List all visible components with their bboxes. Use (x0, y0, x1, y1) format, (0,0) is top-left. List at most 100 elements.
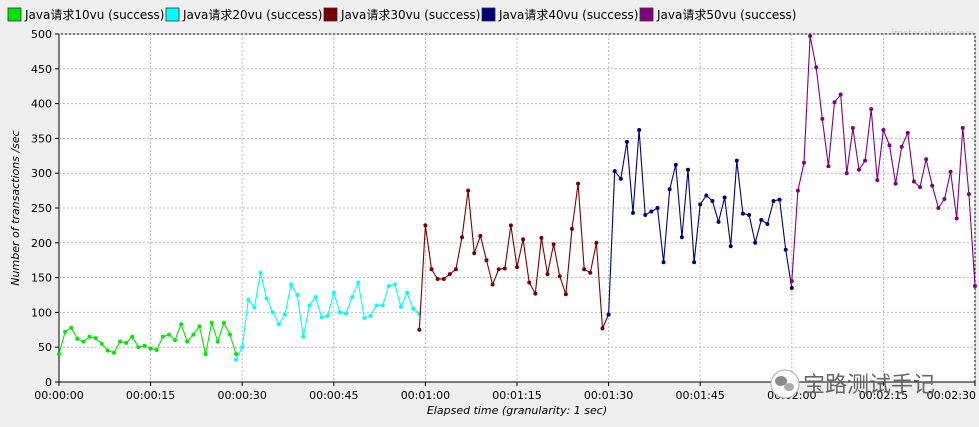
data-point (905, 130, 910, 135)
data-point (533, 291, 538, 296)
data-point (276, 322, 281, 327)
data-point (771, 199, 776, 204)
data-point (227, 332, 232, 337)
data-point (618, 176, 623, 181)
data-point (655, 206, 660, 210)
overlay-caption: 宝路测试手记 (803, 373, 935, 398)
data-point (258, 270, 263, 275)
data-point (87, 334, 92, 339)
data-point (197, 324, 202, 329)
data-point (539, 235, 544, 240)
series-group (57, 34, 977, 362)
data-point (832, 100, 837, 105)
data-point (795, 188, 800, 193)
data-point (307, 303, 312, 308)
data-point (783, 247, 788, 252)
data-point (826, 164, 831, 169)
data-point (637, 128, 642, 133)
data-point (918, 185, 923, 190)
y-axis-title: Number of transactions /sec (9, 130, 22, 285)
data-point (710, 199, 715, 204)
data-point (960, 125, 965, 130)
data-point (435, 276, 440, 281)
data-point (856, 167, 861, 172)
data-point (203, 352, 208, 357)
legend-item: Java请求30vu (success) (323, 7, 480, 22)
data-point (179, 322, 184, 327)
data-point (631, 210, 636, 215)
data-point (869, 107, 874, 112)
data-point (118, 339, 123, 344)
y-tick-label: 350 (31, 132, 52, 145)
data-point (173, 338, 178, 343)
data-point (808, 34, 813, 39)
wechat-overlay: 宝路测试手记 (770, 369, 935, 399)
x-tick-label: 00:02:15 (859, 389, 908, 402)
data-point (490, 282, 495, 287)
data-point (899, 144, 904, 149)
data-point (496, 267, 501, 272)
data-point (820, 116, 825, 121)
data-point (240, 345, 245, 350)
x-tick-label: 00:00:15 (126, 389, 175, 402)
x-tick-label: 00:02:30 (927, 389, 976, 402)
y-tick-label: 150 (31, 272, 52, 285)
data-point (325, 313, 330, 318)
data-point (234, 352, 239, 357)
data-point (728, 244, 733, 249)
data-point (142, 343, 147, 348)
data-point (582, 267, 587, 272)
data-point (319, 315, 324, 320)
data-point (154, 347, 159, 352)
data-point (234, 357, 239, 362)
data-point (136, 345, 141, 350)
data-point (521, 237, 526, 242)
legend-label: Java请求30vu (success) (340, 8, 480, 22)
data-point (753, 240, 758, 245)
data-point (698, 202, 703, 207)
data-point (221, 320, 226, 325)
data-point (569, 226, 574, 231)
data-point (606, 312, 611, 317)
data-point (838, 92, 843, 97)
data-point (545, 272, 550, 277)
data-point (423, 223, 428, 228)
data-point (759, 217, 764, 222)
y-tick-label: 50 (38, 341, 52, 354)
data-point (57, 352, 61, 357)
data-point (948, 169, 953, 174)
data-point (405, 290, 410, 295)
data-point (81, 339, 86, 344)
data-point (924, 157, 929, 162)
legend-item: Java请求40vu (success) (481, 7, 638, 22)
data-point (502, 266, 507, 271)
data-point (685, 167, 690, 172)
data-point (588, 270, 593, 275)
data-point (478, 233, 483, 238)
data-point (124, 341, 129, 346)
data-point (881, 128, 886, 133)
y-tick-label: 300 (31, 167, 52, 180)
series-4 (606, 128, 794, 317)
x-tick-label: 00:01:15 (492, 389, 541, 402)
x-tick-label: 00:00:45 (309, 389, 358, 402)
data-point (380, 303, 385, 308)
y-tick-label: 250 (31, 202, 52, 215)
data-point (930, 183, 935, 188)
legend-label: Java请求50vu (success) (656, 8, 796, 22)
data-point (716, 219, 721, 224)
data-point (667, 187, 672, 192)
y-tick-label: 500 (31, 28, 52, 41)
data-point (966, 192, 971, 197)
data-point (942, 196, 947, 201)
data-point (802, 160, 807, 165)
data-point (392, 282, 397, 287)
data-point (673, 162, 678, 167)
data-point (344, 311, 349, 316)
y-axis: 0 50 100 150 200 250 300 350 400 450 500 (31, 28, 59, 389)
data-point (692, 260, 697, 265)
legend-label: Java请求10vu (success) (24, 8, 164, 22)
wechat-bubble-icon (784, 383, 794, 391)
data-point (111, 350, 116, 355)
